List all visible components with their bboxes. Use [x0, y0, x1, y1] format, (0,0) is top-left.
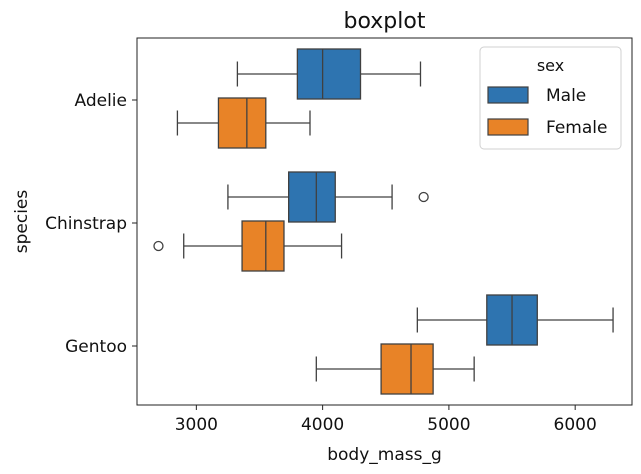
x-tick-label: 6000: [554, 415, 597, 435]
legend-label-female: Female: [546, 118, 607, 138]
legend-title: sex: [537, 56, 564, 75]
legend: sex Male Female: [479, 46, 622, 150]
y-axis-label: species: [12, 190, 32, 254]
iqr-box: [241, 220, 285, 272]
y-tick-label: Adelie: [75, 91, 128, 111]
legend-swatch-male: [487, 86, 529, 104]
x-tick-label: 4000: [301, 415, 344, 435]
box-male-adelie: [236, 48, 422, 100]
y-tick-label: Gentoo: [65, 337, 127, 357]
legend-swatch-female: [487, 118, 529, 136]
y-tick-label: Chinstrap: [45, 214, 127, 234]
legend-label-male: Male: [546, 86, 586, 106]
iqr-box: [380, 343, 434, 395]
x-tick-label: 3000: [175, 415, 218, 435]
outlier-point: [418, 191, 429, 203]
chart-title: boxplot: [344, 9, 426, 34]
box-male-chinstrap: [227, 171, 429, 223]
plot-frame: [136, 37, 633, 406]
box-female-adelie: [176, 97, 311, 149]
x-axis-label: body_mass_g: [327, 445, 442, 465]
plot-area: 3000 4000 5000 6000 Adelie Chinstrap Gentoo: [45, 37, 633, 435]
outlier-point: [153, 240, 164, 252]
box-female-chinstrap: [153, 220, 343, 272]
box-female-gentoo: [315, 343, 475, 395]
iqr-box: [288, 171, 336, 223]
x-tick-label: 5000: [427, 415, 470, 435]
iqr-box: [296, 48, 362, 100]
iqr-box: [217, 97, 267, 149]
box-male-gentoo: [416, 294, 614, 346]
